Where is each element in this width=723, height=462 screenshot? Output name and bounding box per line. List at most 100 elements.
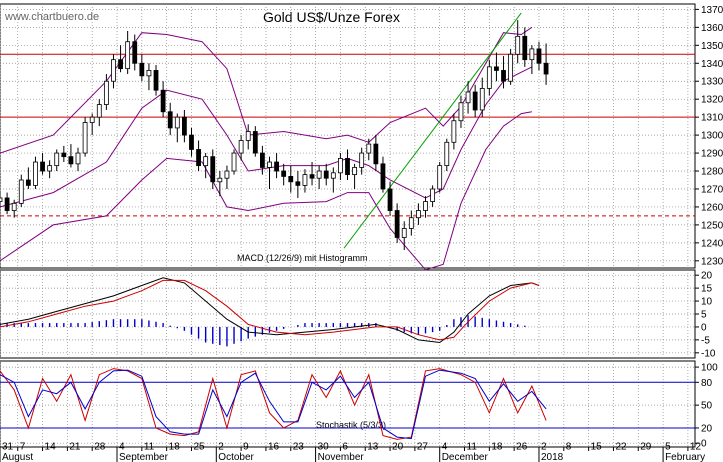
candle: [189, 127, 194, 157]
candle-body: [373, 143, 379, 165]
y-tick-label: 1270: [701, 184, 723, 195]
candle: [479, 77, 485, 118]
candle: [174, 113, 180, 143]
candle: [281, 163, 287, 186]
candle: [352, 163, 357, 189]
candle: [309, 162, 315, 186]
candle-body: [444, 141, 450, 167]
candle-body: [33, 161, 38, 186]
candle-body: [309, 174, 315, 179]
x-day-label: 27: [417, 442, 429, 453]
x-day-label: 2: [218, 442, 224, 453]
candle: [203, 153, 209, 179]
macd-signal-line: [0, 279, 540, 341]
panel-frame-0: [0, 3, 696, 269]
y-tick-label: 1350: [701, 41, 723, 52]
candle-body: [323, 170, 329, 179]
candle: [33, 156, 38, 189]
candle: [295, 171, 301, 198]
x-day-label: 30: [318, 442, 330, 453]
candle-body: [125, 41, 131, 70]
candle: [451, 113, 457, 150]
candle: [408, 210, 414, 236]
y-tick-label: 1370: [701, 5, 723, 16]
x-month-label: September: [119, 452, 169, 462]
stochastic-d-line: [0, 369, 547, 440]
candle-body: [245, 131, 251, 141]
y-tick-label: 15: [701, 284, 713, 295]
candle-body: [316, 170, 322, 179]
candle: [252, 126, 258, 157]
candle-body: [302, 174, 308, 186]
x-day-label: 6: [342, 442, 348, 453]
candle-body: [465, 91, 471, 104]
candle-body: [451, 120, 457, 143]
y-tick-label: 1280: [701, 167, 723, 178]
y-tick-label: 0: [701, 322, 707, 333]
candle: [494, 52, 499, 82]
candle: [338, 153, 343, 180]
candle-body: [380, 163, 386, 190]
candle: [401, 221, 407, 251]
x-day-label: 22: [615, 442, 627, 453]
candle-body: [295, 181, 301, 186]
x-day-label: 23: [293, 442, 305, 453]
x-day-label: 25: [193, 442, 205, 453]
candle: [501, 56, 506, 89]
candle-body: [408, 217, 414, 229]
candle-body: [40, 161, 45, 172]
y-tick-label: 0: [701, 439, 707, 450]
candle: [103, 74, 109, 110]
candle-body: [486, 66, 492, 89]
macd-title: MACD (12/26/9) mit Histogramm: [237, 253, 368, 263]
y-tick-label: 1340: [701, 59, 723, 70]
y-tick-label: 1310: [701, 113, 723, 124]
candle-body: [54, 152, 60, 167]
candle: [245, 124, 251, 150]
candle-body: [515, 35, 521, 55]
candle: [11, 199, 17, 218]
candle: [430, 185, 436, 207]
candle-body: [352, 167, 357, 176]
candle-body: [522, 35, 528, 61]
chart-title: Gold US$/Unze Forex: [263, 9, 400, 25]
y-tick-label: 20: [701, 271, 713, 282]
candle: [231, 149, 237, 175]
candle-body: [61, 152, 67, 158]
x-day-label: 15: [591, 442, 603, 453]
x-day-label: 9: [243, 442, 249, 453]
candle: [508, 48, 514, 85]
watermark: www.chartbuero.de: [4, 11, 99, 23]
candle: [89, 113, 95, 136]
candle-body: [75, 152, 81, 165]
candle-body: [118, 59, 123, 70]
x-month-label: December: [442, 452, 489, 462]
candle-body: [189, 134, 194, 150]
candle: [196, 140, 201, 172]
x-day-label: 20: [392, 442, 404, 453]
candle-body: [217, 177, 223, 183]
x-day-label: 8: [566, 442, 572, 453]
candle-body: [252, 131, 258, 154]
x-month-label: August: [2, 452, 33, 462]
x-day-label: 2: [541, 442, 547, 453]
macd-line: [0, 277, 540, 344]
candle: [522, 27, 528, 67]
candle-body: [330, 172, 336, 179]
candle-body: [345, 158, 350, 176]
stochastic-title: Stochastik (5/3/3): [316, 420, 386, 430]
x-day-label: 31: [2, 442, 14, 453]
candle: [167, 102, 173, 136]
panel-frame-1: [0, 269, 696, 359]
candle-body: [529, 48, 535, 61]
x-day-label: 13: [367, 442, 379, 453]
candle-body: [203, 156, 209, 167]
candle-body: [288, 176, 294, 183]
x-day-label: 7: [20, 442, 26, 453]
x-day-label: 18: [491, 442, 503, 453]
candle-body: [47, 165, 53, 172]
candle-body: [18, 179, 24, 204]
bollinger-upper: [0, 26, 533, 154]
candle: [259, 145, 265, 175]
